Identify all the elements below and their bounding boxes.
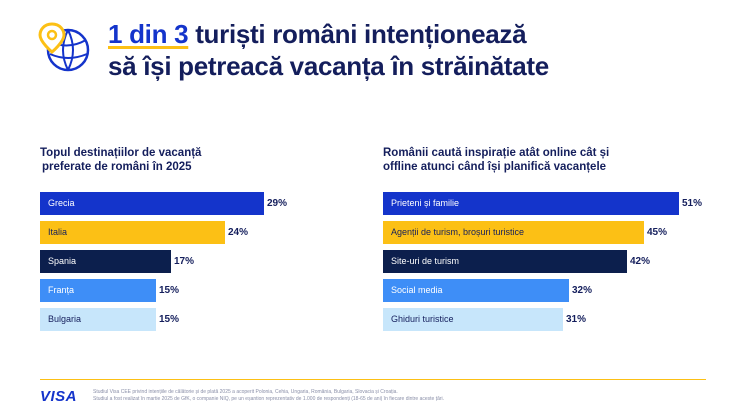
bar: Ghiduri turistice (383, 308, 563, 331)
destinations-bar-chart: Grecia 29% Italia 24% Spania 17% Franța 15% Bulg… (40, 192, 340, 337)
inspiration-title-line2: offline atunci când își planifică vacanț… (383, 161, 607, 173)
bar: Prieteni și familie (383, 192, 679, 215)
bar-value-label: 31% (566, 314, 587, 325)
bar-value-label: 51% (682, 198, 703, 209)
headline-accent: 1 din 3 (108, 19, 189, 49)
bar-value-label: 15% (159, 314, 180, 325)
footnote: Studiul Visa CEE privind intențiile de c… (93, 389, 444, 403)
destinations-title-line2: preferate de români în 2025 (42, 161, 192, 173)
bar-category-label: Site-uri de turism (391, 256, 460, 266)
bar: Italia (40, 221, 225, 244)
bar-category-label: Ghiduri turistice (391, 314, 454, 324)
inspiration-title-line1: Românii caută inspirație atât online cât… (383, 147, 610, 159)
headline-line2: să își petreacă vacanța în străinătate (108, 51, 549, 81)
bar: Grecia (40, 192, 264, 215)
bar: Social media (383, 279, 569, 302)
bar: Spania (40, 250, 171, 273)
bar-category-label: Franța (48, 285, 75, 295)
bar-value-label: 29% (267, 198, 288, 209)
bar: Bulgaria (40, 308, 156, 331)
headline-line1: turiști români intenționează (188, 19, 527, 49)
bar-value-label: 15% (159, 285, 180, 296)
bar-value-label: 45% (647, 227, 668, 238)
headline: 1 din 3 turiști români intenționează să … (108, 18, 549, 82)
bar-value-label: 42% (630, 256, 651, 267)
footer-divider (40, 379, 706, 380)
bar: Agenții de turism, broșuri turistice (383, 221, 644, 244)
bar-value-label: 17% (174, 256, 195, 267)
bar-category-label: Bulgaria (48, 314, 82, 324)
bar: Franța (40, 279, 156, 302)
bar-category-label: Spania (48, 256, 77, 266)
bar: Site-uri de turism (383, 250, 627, 273)
bar-category-label: Prieteni și familie (391, 198, 460, 208)
bar-category-label: Social media (391, 285, 443, 295)
bar-category-label: Grecia (48, 198, 75, 208)
inspiration-chart-title: Românii caută inspirație atât online cât… (383, 146, 609, 174)
bar-value-label: 24% (228, 227, 249, 238)
inspiration-bar-chart: Prieteni și familie 51% Agenții de turism,… (383, 192, 723, 337)
bar-category-label: Italia (48, 227, 68, 237)
visa-logo: VISA (40, 388, 78, 405)
globe-pin-icon (38, 22, 90, 72)
bar-category-label: Agenții de turism, broșuri turistice (391, 227, 525, 237)
destinations-title-line1: Topul destinațiilor de vacanță (40, 147, 202, 159)
destinations-chart-title: Topul destinațiilor de vacanță preferate… (40, 146, 201, 174)
bar-value-label: 32% (572, 285, 593, 296)
footnote-line1: Studiul Visa CEE privind intențiile de c… (93, 389, 398, 395)
footnote-line2: Studiul a fost realizat în martie 2025 d… (93, 396, 445, 402)
